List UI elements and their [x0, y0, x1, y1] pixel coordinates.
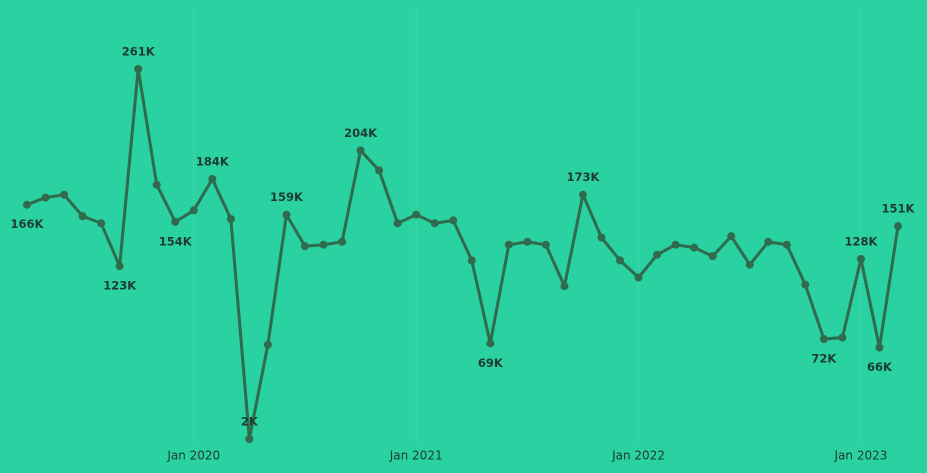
point: [504, 240, 513, 249]
point: [393, 219, 402, 228]
data-label: 69K: [478, 356, 504, 370]
point: [245, 435, 254, 443]
point: [134, 65, 143, 73]
point: [875, 343, 884, 352]
point: [97, 219, 106, 228]
point: [727, 232, 736, 241]
point: [801, 280, 810, 289]
data-label: 184K: [196, 155, 230, 169]
data-label: 66K: [867, 360, 893, 374]
point: [115, 262, 124, 271]
point: [430, 219, 439, 228]
data-label: 159K: [270, 190, 304, 204]
point: [152, 180, 161, 189]
data-label: 154K: [159, 234, 193, 248]
point: [41, 193, 50, 202]
point: [23, 200, 31, 209]
point: [300, 242, 309, 251]
data-label: 204K: [344, 126, 378, 140]
point: [523, 237, 532, 246]
point: [708, 252, 717, 261]
point: [616, 256, 625, 265]
line: [26, 67, 900, 441]
point: [838, 333, 847, 342]
point: [671, 240, 680, 249]
data-label: 151K: [882, 202, 916, 216]
point: [60, 190, 69, 199]
point: [263, 340, 272, 349]
point: [375, 166, 384, 175]
point: [690, 243, 699, 252]
point: [782, 240, 791, 249]
point: [486, 339, 495, 348]
point: [208, 175, 217, 183]
point: [171, 217, 180, 226]
point: [226, 215, 235, 223]
data-label: 166K: [11, 217, 45, 231]
point: [634, 273, 643, 282]
point: [541, 240, 550, 249]
data-label: 2K: [241, 415, 259, 429]
x-tick-label: Jan 2023: [834, 449, 888, 463]
point: [819, 335, 828, 343]
point: [338, 237, 347, 246]
point: [189, 206, 198, 215]
point: [467, 256, 476, 265]
x-tick-label: Jan 2020: [166, 449, 220, 463]
point: [894, 222, 902, 231]
x-tick-label: Jan 2021: [389, 449, 443, 463]
point: [764, 237, 773, 246]
data-label: 261K: [122, 45, 156, 59]
point: [356, 146, 365, 155]
point: [745, 260, 754, 269]
point: [653, 250, 662, 259]
data-label: 128K: [844, 235, 878, 249]
point: [282, 210, 291, 219]
point: [578, 190, 587, 199]
data-label: 173K: [566, 170, 600, 184]
x-tick-label: Jan 2022: [611, 449, 665, 463]
point: [319, 240, 328, 249]
point: [856, 255, 865, 263]
point: [449, 216, 458, 225]
data-label: 123K: [103, 279, 137, 293]
point: [78, 212, 87, 221]
data-label: 72K: [811, 352, 837, 366]
point: [412, 210, 421, 219]
point: [597, 233, 606, 242]
point: [560, 282, 569, 291]
